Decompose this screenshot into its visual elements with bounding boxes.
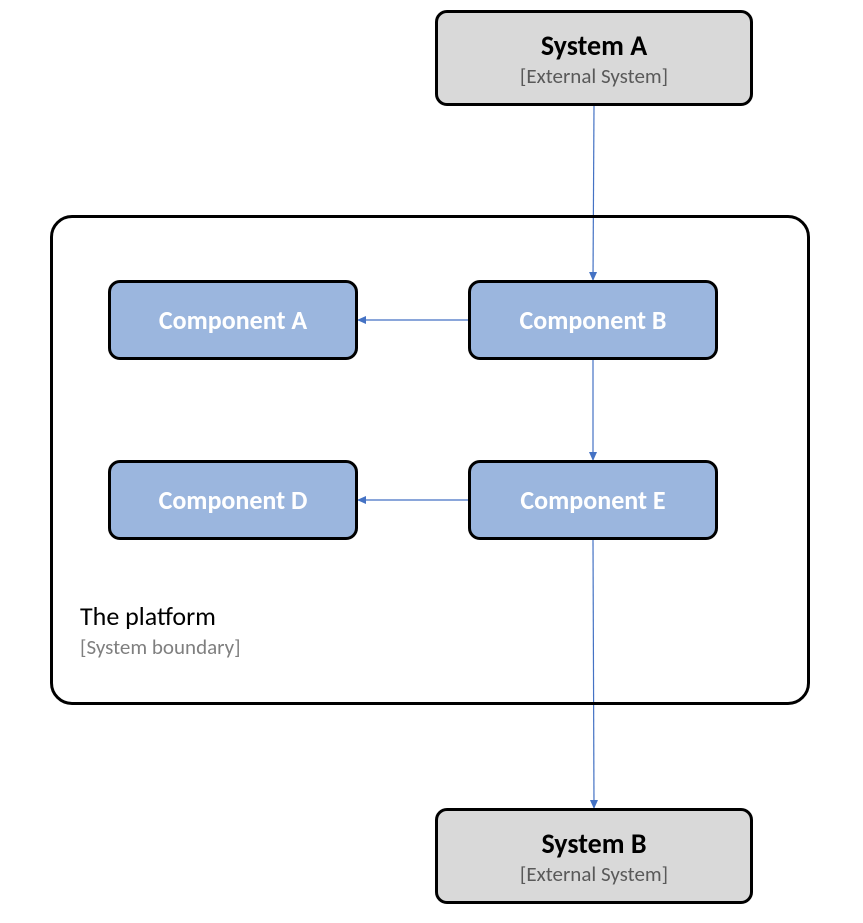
- component-a-label: Component A: [159, 304, 307, 336]
- boundary-subtitle-text: [System boundary]: [80, 634, 241, 660]
- component-b-label: Component B: [519, 304, 666, 336]
- component-e-label: Component E: [520, 484, 665, 516]
- external-system-a: System A [External System]: [435, 10, 753, 106]
- external-system-b-title: System B: [541, 826, 646, 861]
- boundary-title-text: The platform: [80, 600, 241, 632]
- component-d-label: Component D: [159, 484, 308, 516]
- diagram-canvas: The platform [System boundary] System A …: [0, 0, 863, 923]
- component-e: Component E: [468, 460, 718, 540]
- component-a: Component A: [108, 280, 358, 360]
- system-boundary-label: The platform [System boundary]: [80, 600, 241, 660]
- component-d: Component D: [108, 460, 358, 540]
- component-b: Component B: [468, 280, 718, 360]
- external-system-b-subtitle: [External System]: [520, 861, 668, 887]
- external-system-b: System B [External System]: [435, 808, 753, 904]
- external-system-a-subtitle: [External System]: [520, 63, 668, 89]
- external-system-a-title: System A: [541, 28, 647, 63]
